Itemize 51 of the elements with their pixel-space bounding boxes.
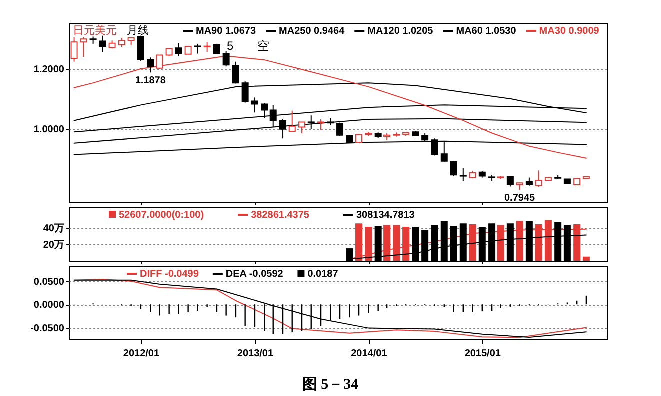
legend-label: 52607.0000(0:100) (119, 210, 204, 221)
candlestick (450, 160, 458, 177)
legend-label: 0.0187 (308, 269, 339, 280)
candlestick (336, 122, 344, 136)
candlestick (147, 57, 154, 74)
candlestick (460, 168, 467, 182)
candlestick (222, 50, 230, 68)
candlestick (232, 61, 240, 84)
legend-label: 382861.4375 (251, 210, 310, 221)
legend-label: MA250 0.9464 (279, 26, 346, 37)
legend-label: DIFF -0.0499 (140, 269, 200, 280)
candlestick (298, 122, 306, 134)
candlestick (137, 35, 144, 62)
legend-label: 308134.7813 (356, 210, 416, 221)
caption: 图 5－34 (301, 376, 360, 394)
y-tick-label: 1.0000 (34, 124, 65, 136)
x-tick-label: 2014/01 (351, 348, 388, 360)
candlestick (213, 43, 220, 55)
candlestick (118, 37, 126, 48)
annotation: 1.1878 (135, 76, 166, 87)
candlestick (251, 97, 258, 114)
x-tick-label: 2013/01 (237, 348, 274, 360)
candlestick (506, 176, 514, 188)
x-tick-label: 2012/01 (123, 348, 160, 360)
candlestick (99, 35, 106, 52)
y-tick-label: 1.2000 (34, 64, 65, 76)
legend-label: DEA -0.0592 (226, 269, 284, 280)
candlestick (288, 110, 296, 132)
legend-label: MA90 1.0673 (196, 26, 256, 37)
y-tick-label: 0.0000 (34, 300, 65, 312)
y-tick-label: 20万 (43, 240, 64, 251)
legend-label: MA60 1.0530 (456, 26, 517, 37)
candlestick (318, 119, 325, 131)
bar (582, 256, 590, 261)
x-tick-label: 2015/01 (464, 348, 502, 360)
chart-title: 日元美元 (73, 24, 117, 37)
y-tick-label: 0.0500 (34, 276, 65, 288)
legend-label: MA120 1.0205 (368, 26, 434, 37)
y-tick-label: 40万 (43, 223, 64, 234)
candlestick (204, 42, 211, 52)
candlestick (175, 42, 182, 57)
legend-label: MA30 0.9009 (539, 26, 600, 37)
y-tick-label: -0.0500 (30, 323, 65, 334)
candlestick (535, 170, 542, 188)
chart-subtitle: 月线 (127, 24, 149, 37)
annotation: 5 (227, 39, 234, 53)
annotation: 0.7945 (504, 193, 536, 204)
candlestick (194, 43, 202, 54)
candlestick (70, 36, 78, 62)
candlestick (80, 36, 88, 58)
annotation: 空 (258, 39, 270, 53)
